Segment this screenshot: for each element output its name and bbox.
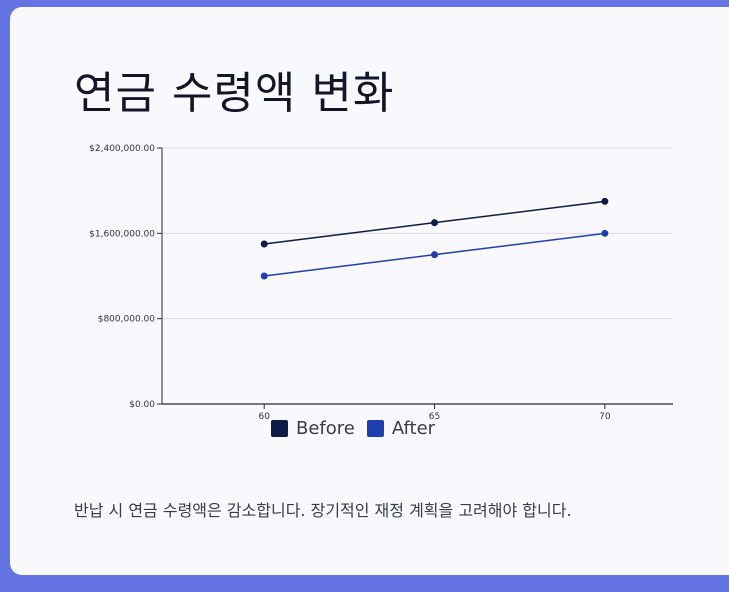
chart-card: 연금 수령액 변화 반납 시 연금 수령액은 감소합니다. 장기적인 재정 계획…	[10, 7, 729, 575]
y-tick-label: $2,400,000.00	[89, 144, 155, 154]
y-tick-label: $1,600,000.00	[89, 229, 155, 239]
y-tick-label: $0.00	[129, 400, 155, 410]
y-tick-label: $800,000.00	[98, 315, 156, 325]
data-point-before[interactable]	[431, 219, 439, 227]
y-axis-ticks: $0.00 $800,000.00 $1,600,000.00 $2,400,000.…	[89, 144, 162, 410]
x-tick-label: 60	[258, 412, 270, 422]
series-layer	[260, 197, 609, 280]
chart-legend: Before After	[271, 418, 435, 439]
legend-label-before: Before	[296, 418, 355, 439]
legend-item-before[interactable]: Before	[271, 418, 355, 439]
x-axis-ticks: 60 65 70	[258, 404, 611, 422]
legend-swatch-after	[366, 420, 384, 437]
legend-item-after[interactable]: After	[366, 418, 436, 439]
x-tick-label: 65	[429, 412, 440, 422]
legend-label-after: After	[391, 418, 436, 439]
data-point-before[interactable]	[260, 240, 268, 248]
gridlines	[162, 147, 673, 320]
x-tick-label: 70	[599, 412, 611, 422]
data-point-after[interactable]	[260, 272, 268, 280]
data-point-before[interactable]	[601, 197, 609, 205]
data-point-after[interactable]	[431, 251, 439, 259]
data-point-after[interactable]	[601, 229, 609, 237]
page-title: 연금 수령액 변화	[74, 68, 395, 119]
axes	[161, 148, 673, 405]
chart-description: 반납 시 연금 수령액은 감소합니다. 장기적인 재정 계획을 고려해야 합니다…	[74, 501, 572, 520]
legend-swatch-before	[271, 420, 288, 437]
